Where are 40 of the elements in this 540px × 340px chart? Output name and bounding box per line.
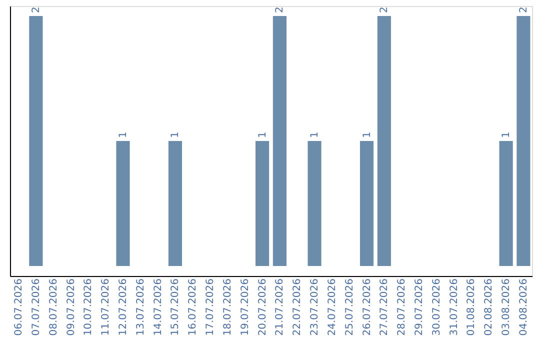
x-tick-label: 18.07.2026 [222,278,234,336]
x-tick-label: 17.07.2026 [205,278,216,336]
data-label: 1 [362,132,373,138]
data-label: 1 [118,132,129,138]
x-tick-label: 30.07.2026 [431,278,442,336]
data-label: 2 [518,6,530,13]
data-label: 2 [379,6,390,13]
x-tick-label: 01.08.2026 [466,278,478,336]
x-tick-label: 11.07.2026 [100,278,112,336]
x-tick-label: 08.07.2026 [48,278,60,336]
x-tick-label: 15.07.2026 [170,278,182,336]
data-label: 1 [257,132,268,138]
x-tick-label: 28.07.2026 [396,278,408,336]
x-tick-label: 14.07.2026 [152,278,164,336]
x-tick-label: 16.07.2026 [188,278,199,336]
x-tick-label: 23.07.2026 [310,278,321,336]
data-label: 1 [310,132,321,138]
data-label: 2 [30,6,42,13]
x-tick-label: 24.07.2026 [326,278,338,336]
x-tick-label: 07.07.2026 [30,278,42,336]
x-tick-label: 13.07.2026 [135,278,146,336]
x-tick-label: 27.07.2026 [379,278,390,336]
x-tick-label: 25.07.2026 [344,278,356,336]
x-tick-label: 19.07.2026 [240,278,251,336]
x-tick-label: 09.07.2026 [66,278,77,336]
data-label: 1 [501,132,512,138]
x-tick-label: 02.08.2026 [484,278,495,336]
x-tick-label: 20.07.2026 [257,278,268,336]
x-tick-label: 03.08.2026 [501,278,512,336]
x-tick-label: 31.07.2026 [448,278,460,336]
data-label: 2 [274,6,286,13]
x-tick-label: 22.07.2026 [292,278,304,336]
x-tick-label: 29.07.2026 [414,278,425,336]
x-tick-label: 04.08.2026 [518,278,530,336]
x-tick-label: 21.07.2026 [274,278,286,336]
x-tick-label: 26.07.2026 [362,278,373,336]
data-label: 1 [170,132,182,138]
x-tick-label: 06.07.2026 [14,278,25,336]
x-tick-label: 12.07.2026 [118,278,129,336]
x-tick-label: 10.07.2026 [83,278,94,336]
